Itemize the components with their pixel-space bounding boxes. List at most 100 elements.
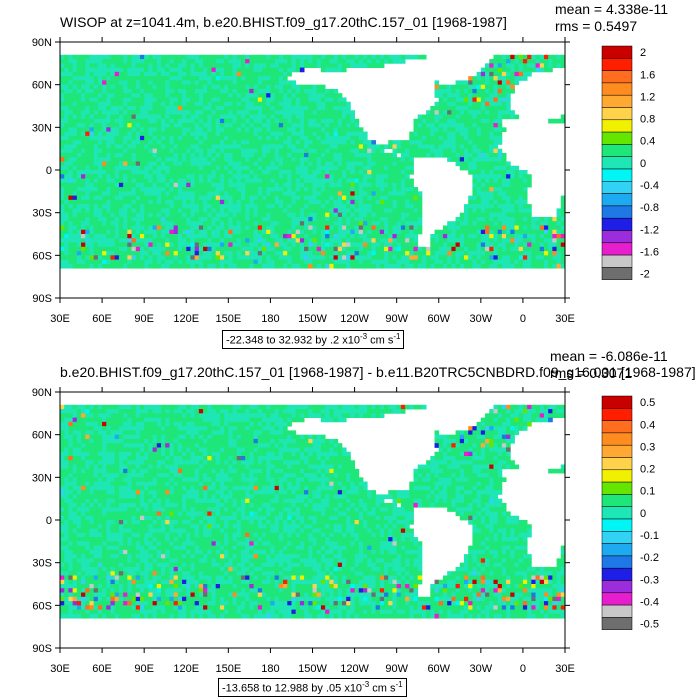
- data-cell: [177, 251, 183, 256]
- data-cell: [341, 63, 347, 68]
- data-cell: [506, 84, 511, 90]
- data-cell: [211, 208, 217, 214]
- data-cell: [274, 152, 280, 158]
- data-cell: [190, 165, 196, 171]
- data-cell: [68, 238, 74, 243]
- data-cell: [472, 152, 478, 158]
- data-cell: [493, 259, 499, 265]
- data-cell: [148, 71, 153, 77]
- data-cell: [392, 178, 398, 184]
- data-cell: [106, 204, 111, 209]
- data-cell: [215, 165, 221, 171]
- data-cell: [325, 251, 330, 256]
- data-cell: [333, 199, 339, 205]
- data-cell: [118, 195, 124, 201]
- data-cell: [76, 67, 82, 73]
- data-cell: [497, 67, 503, 73]
- data-cell: [430, 263, 435, 269]
- data-cell: [228, 221, 233, 226]
- data-cell: [161, 123, 166, 128]
- data-cell: [89, 76, 95, 81]
- data-cell: [497, 195, 503, 201]
- data-cell: [518, 67, 524, 73]
- data-cell: [169, 242, 175, 248]
- data-cell: [152, 238, 158, 243]
- data-cell: [203, 118, 208, 124]
- data-cell: [341, 195, 347, 201]
- data-cell: [249, 67, 254, 73]
- data-cell: [325, 157, 330, 162]
- data-cell: [485, 127, 490, 132]
- data-cell: [548, 238, 553, 243]
- data-cell: [76, 152, 82, 158]
- data-cell: [131, 80, 137, 86]
- data-cell: [510, 110, 515, 115]
- data-cell: [93, 131, 99, 137]
- data-cell: [219, 204, 225, 209]
- data-cell: [211, 221, 217, 226]
- data-cell: [177, 148, 183, 154]
- data-cell: [127, 246, 132, 252]
- data-cell: [106, 161, 111, 167]
- data-cell: [236, 259, 242, 265]
- data-cell: [320, 157, 326, 162]
- data-cell: [476, 165, 482, 171]
- data-cell: [299, 63, 305, 68]
- data-cell: [270, 246, 276, 252]
- data-cell: [367, 195, 372, 201]
- data-cell: [215, 263, 221, 269]
- data-cell: [207, 127, 212, 132]
- data-cell: [60, 101, 65, 107]
- data-cell: [506, 199, 511, 205]
- data-cell: [472, 187, 478, 192]
- data-cell: [139, 59, 145, 64]
- data-cell: [64, 76, 69, 81]
- data-cell: [497, 157, 503, 162]
- data-cell: [173, 123, 179, 128]
- data-cell: [278, 127, 284, 132]
- data-cell: [228, 88, 233, 94]
- data-cell: [388, 165, 393, 171]
- data-cell: [560, 225, 566, 231]
- data-cell: [501, 152, 507, 158]
- data-cell: [114, 135, 120, 141]
- data-cell: [316, 88, 322, 94]
- data-cell: [97, 178, 103, 184]
- data-cell: [198, 84, 204, 90]
- data-cell: [106, 216, 111, 222]
- data-cell: [207, 246, 212, 252]
- data-cell: [60, 225, 65, 231]
- data-cell: [430, 131, 435, 137]
- data-cell: [257, 191, 263, 196]
- data-cell: [270, 54, 276, 60]
- data-cell: [274, 216, 280, 222]
- data-cell: [262, 221, 267, 226]
- data-cell: [501, 246, 507, 252]
- data-cell: [266, 135, 271, 141]
- data-cell: [161, 195, 166, 201]
- data-cell: [489, 157, 494, 162]
- data-cell: [165, 234, 170, 239]
- data-cell: [396, 246, 402, 252]
- data-cell: [304, 148, 309, 154]
- data-cell: [161, 204, 166, 209]
- data-cell: [211, 199, 217, 205]
- data-cell: [442, 259, 448, 265]
- data-cell: [489, 191, 494, 196]
- data-cell: [371, 165, 377, 171]
- data-cell: [173, 208, 179, 214]
- data-cell: [388, 54, 393, 60]
- data-cell: [447, 135, 452, 141]
- data-cell: [81, 182, 86, 188]
- data-cell: [257, 144, 263, 150]
- data-cell: [358, 165, 364, 171]
- data-cell: [358, 178, 364, 184]
- data-cell: [144, 152, 149, 158]
- data-cell: [278, 76, 284, 81]
- data-cell: [85, 157, 90, 162]
- data-cell: [161, 97, 166, 103]
- data-cell: [114, 110, 120, 115]
- data-cell: [329, 118, 334, 124]
- data-cell: [165, 118, 170, 124]
- data-cell: [476, 221, 482, 226]
